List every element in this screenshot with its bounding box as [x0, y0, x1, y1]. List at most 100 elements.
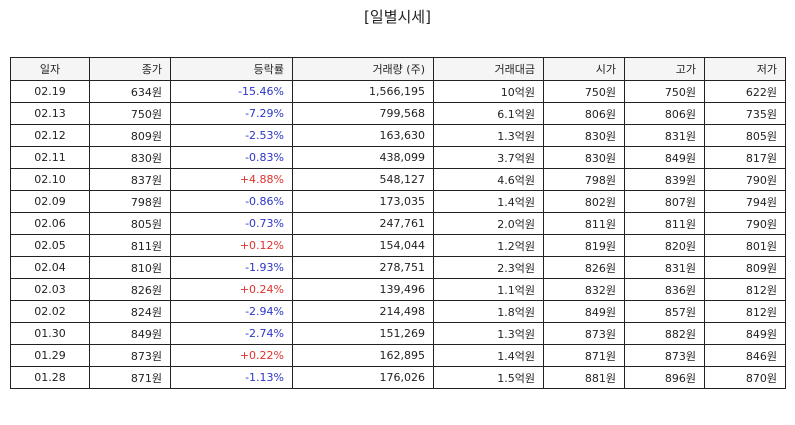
- cell-high: 849원: [624, 146, 705, 169]
- cell-amount: 6.1억원: [433, 102, 544, 125]
- cell-close: 810원: [89, 256, 171, 279]
- cell-amount: 10억원: [433, 80, 544, 103]
- cell-amount: 3.7억원: [433, 146, 544, 169]
- cell-high: 839원: [624, 168, 705, 191]
- cell-volume: 162,895: [292, 344, 434, 367]
- cell-open: 802원: [543, 190, 625, 213]
- cell-close: 849원: [89, 322, 171, 345]
- daily-price-table: 일자 종가 등락률 거래량 (주) 거래대금 시가 고가 저가 02.19 634…: [10, 57, 786, 389]
- table-row: 02.12 809원 -2.53% 163,630 1.3억원 830원 831원 805원: [10, 124, 786, 147]
- cell-high: 896원: [624, 366, 705, 389]
- table-row: 02.09 798원 -0.86% 173,035 1.4억원 802원 807원 794원: [10, 190, 786, 213]
- cell-open: 881원: [543, 366, 625, 389]
- table-row: 01.30 849원 -2.74% 151,269 1.3억원 873원 882원 849원: [10, 322, 786, 345]
- cell-low: 870원: [704, 366, 786, 389]
- cell-volume: 154,044: [292, 234, 434, 257]
- cell-high: 750원: [624, 80, 705, 103]
- cell-open: 826원: [543, 256, 625, 279]
- cell-date: 02.11: [10, 146, 90, 169]
- cell-change: -7.29%: [170, 102, 293, 125]
- table-row: 02.19 634원 -15.46% 1,566,195 10억원 750원 750원 622…: [10, 80, 786, 103]
- cell-volume: 214,498: [292, 300, 434, 323]
- table-row: 01.29 873원 +0.22% 162,895 1.4억원 871원 873원 846원: [10, 344, 786, 367]
- cell-volume: 151,269: [292, 322, 434, 345]
- cell-amount: 1.2억원: [433, 234, 544, 257]
- column-header-close: 종가: [89, 57, 171, 81]
- cell-change: -0.83%: [170, 146, 293, 169]
- cell-close: 634원: [89, 80, 171, 103]
- column-header-date: 일자: [10, 57, 90, 81]
- cell-change: -15.46%: [170, 80, 293, 103]
- cell-date: 02.10: [10, 168, 90, 191]
- cell-close: 809원: [89, 124, 171, 147]
- cell-volume: 1,566,195: [292, 80, 434, 103]
- cell-low: 790원: [704, 168, 786, 191]
- cell-high: 836원: [624, 278, 705, 301]
- cell-amount: 1.1억원: [433, 278, 544, 301]
- cell-change: -0.73%: [170, 212, 293, 235]
- cell-low: 805원: [704, 124, 786, 147]
- table-row: 02.05 811원 +0.12% 154,044 1.2억원 819원 820원 801원: [10, 234, 786, 257]
- cell-close: 871원: [89, 366, 171, 389]
- cell-close: 805원: [89, 212, 171, 235]
- cell-change: -2.94%: [170, 300, 293, 323]
- cell-low: 622원: [704, 80, 786, 103]
- cell-open: 832원: [543, 278, 625, 301]
- cell-date: 02.04: [10, 256, 90, 279]
- cell-low: 812원: [704, 278, 786, 301]
- column-header-amount: 거래대금: [433, 57, 544, 81]
- cell-change: +0.12%: [170, 234, 293, 257]
- cell-high: 873원: [624, 344, 705, 367]
- cell-close: 837원: [89, 168, 171, 191]
- cell-low: 794원: [704, 190, 786, 213]
- cell-date: 02.12: [10, 124, 90, 147]
- cell-open: 849원: [543, 300, 625, 323]
- table-row: 02.06 805원 -0.73% 247,761 2.0억원 811원 811원 790원: [10, 212, 786, 235]
- cell-high: 882원: [624, 322, 705, 345]
- cell-open: 830원: [543, 124, 625, 147]
- cell-high: 811원: [624, 212, 705, 235]
- cell-volume: 438,099: [292, 146, 434, 169]
- cell-open: 811원: [543, 212, 625, 235]
- cell-date: 02.02: [10, 300, 90, 323]
- cell-change: +0.22%: [170, 344, 293, 367]
- table-row: 01.28 871원 -1.13% 176,026 1.5억원 881원 896원 870원: [10, 366, 786, 389]
- column-header-change: 등락률: [170, 57, 293, 81]
- cell-date: 02.13: [10, 102, 90, 125]
- cell-amount: 2.3억원: [433, 256, 544, 279]
- cell-volume: 173,035: [292, 190, 434, 213]
- column-header-open: 시가: [543, 57, 625, 81]
- cell-date: 02.09: [10, 190, 90, 213]
- cell-volume: 176,026: [292, 366, 434, 389]
- cell-volume: 548,127: [292, 168, 434, 191]
- cell-amount: 1.5억원: [433, 366, 544, 389]
- cell-close: 811원: [89, 234, 171, 257]
- cell-high: 820원: [624, 234, 705, 257]
- cell-high: 857원: [624, 300, 705, 323]
- cell-change: -0.86%: [170, 190, 293, 213]
- cell-change: +0.24%: [170, 278, 293, 301]
- cell-close: 798원: [89, 190, 171, 213]
- cell-close: 873원: [89, 344, 171, 367]
- cell-change: -1.93%: [170, 256, 293, 279]
- cell-date: 02.06: [10, 212, 90, 235]
- cell-amount: 1.4억원: [433, 190, 544, 213]
- cell-volume: 139,496: [292, 278, 434, 301]
- cell-change: -2.53%: [170, 124, 293, 147]
- cell-date: 02.03: [10, 278, 90, 301]
- cell-low: 801원: [704, 234, 786, 257]
- cell-high: 806원: [624, 102, 705, 125]
- cell-high: 831원: [624, 124, 705, 147]
- cell-date: 02.05: [10, 234, 90, 257]
- table-row: 02.13 750원 -7.29% 799,568 6.1억원 806원 806원 735원: [10, 102, 786, 125]
- cell-volume: 247,761: [292, 212, 434, 235]
- table-row: 02.10 837원 +4.88% 548,127 4.6억원 798원 839원 790원: [10, 168, 786, 191]
- cell-date: 01.28: [10, 366, 90, 389]
- cell-amount: 1.3억원: [433, 322, 544, 345]
- page-title: [일별시세]: [364, 8, 431, 26]
- cell-low: 812원: [704, 300, 786, 323]
- table-header-row: 일자 종가 등락률 거래량 (주) 거래대금 시가 고가 저가: [10, 57, 786, 81]
- cell-amount: 1.4억원: [433, 344, 544, 367]
- cell-low: 849원: [704, 322, 786, 345]
- cell-open: 819원: [543, 234, 625, 257]
